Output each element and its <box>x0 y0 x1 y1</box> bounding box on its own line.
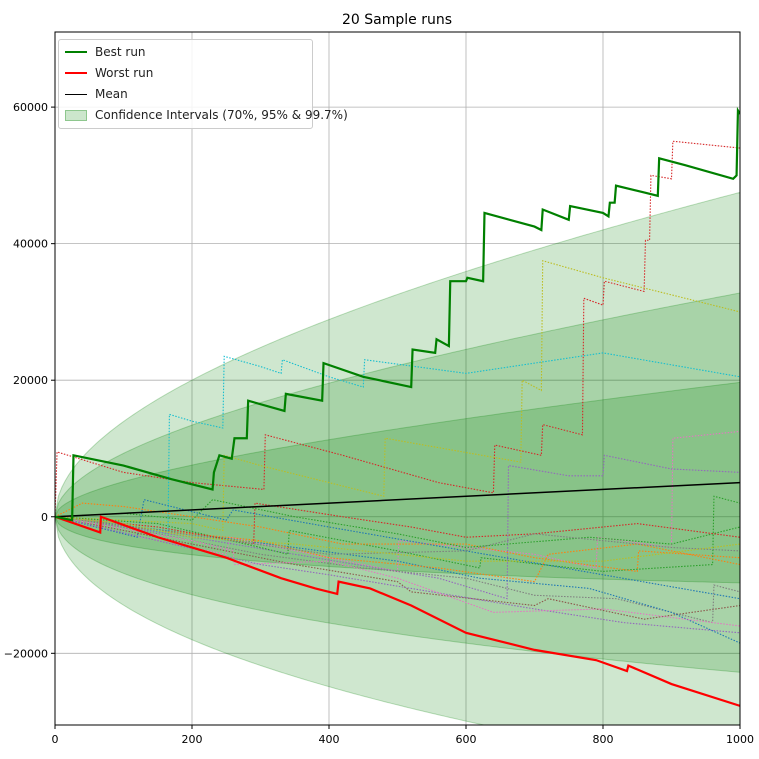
sample-run-line <box>55 516 740 583</box>
sample-run-line <box>55 516 740 555</box>
legend-label-mean: Mean <box>95 87 128 101</box>
legend-label-ci: Confidence Intervals (70%, 95% & 99.7%) <box>95 108 348 122</box>
sample-run-line <box>55 516 740 634</box>
x-tick-label: 800 <box>593 733 614 746</box>
x-tick-label: 0 <box>52 733 59 746</box>
legend-swatch-best <box>65 51 87 53</box>
plot-frame <box>54 31 741 726</box>
legend-item-mean: Mean <box>65 86 128 102</box>
axis-ticks: 0 200 400 600 800 1000 −20000 0 20000 40000 60000 <box>4 101 754 746</box>
y-tick-label: 20000 <box>13 374 48 387</box>
sample-run-line <box>55 516 740 627</box>
x-tick-label: 400 <box>319 733 340 746</box>
confidence-band-95 <box>55 292 740 673</box>
legend-swatch-mean <box>65 93 87 95</box>
sample-run-line <box>55 259 740 532</box>
sample-run-line <box>55 516 740 620</box>
y-tick-label: −20000 <box>4 647 48 660</box>
confidence-band-997 <box>55 191 740 725</box>
confidence-bands <box>55 191 740 725</box>
legend-item-ci: Confidence Intervals (70%, 95% & 99.7%) <box>65 107 348 123</box>
sample-run-line <box>55 352 740 535</box>
y-tick-label: 60000 <box>13 101 48 114</box>
sample-run-line <box>55 516 740 644</box>
sample-run-line <box>55 140 740 517</box>
y-tick-label: 40000 <box>13 238 48 251</box>
sample-run-line <box>55 495 740 572</box>
y-tick-label: 0 <box>41 511 48 524</box>
sample-run-line <box>55 502 740 573</box>
mean-line <box>55 481 740 518</box>
legend-label-worst: Worst run <box>95 66 154 80</box>
legend-item-best: Best run <box>65 44 146 60</box>
main-lines <box>55 106 740 707</box>
worst-run-line <box>55 515 740 707</box>
sample-run-line <box>55 499 740 549</box>
confidence-band-70 <box>55 381 740 584</box>
legend: Best run Worst run Mean Confidence Inter… <box>58 39 348 129</box>
sample-run-line <box>55 516 740 624</box>
chart-title: 20 Sample runs <box>342 12 452 28</box>
x-tick-label: 600 <box>456 733 477 746</box>
best-run-line <box>55 106 740 522</box>
legend-item-worst: Worst run <box>65 65 153 81</box>
legend-label-best: Best run <box>95 45 146 59</box>
x-tick-label: 1000 <box>726 733 754 746</box>
legend-swatch-worst <box>65 72 87 74</box>
legend-swatch-ci <box>65 109 87 121</box>
sample-runs <box>55 140 740 644</box>
x-tick-label: 200 <box>182 733 203 746</box>
